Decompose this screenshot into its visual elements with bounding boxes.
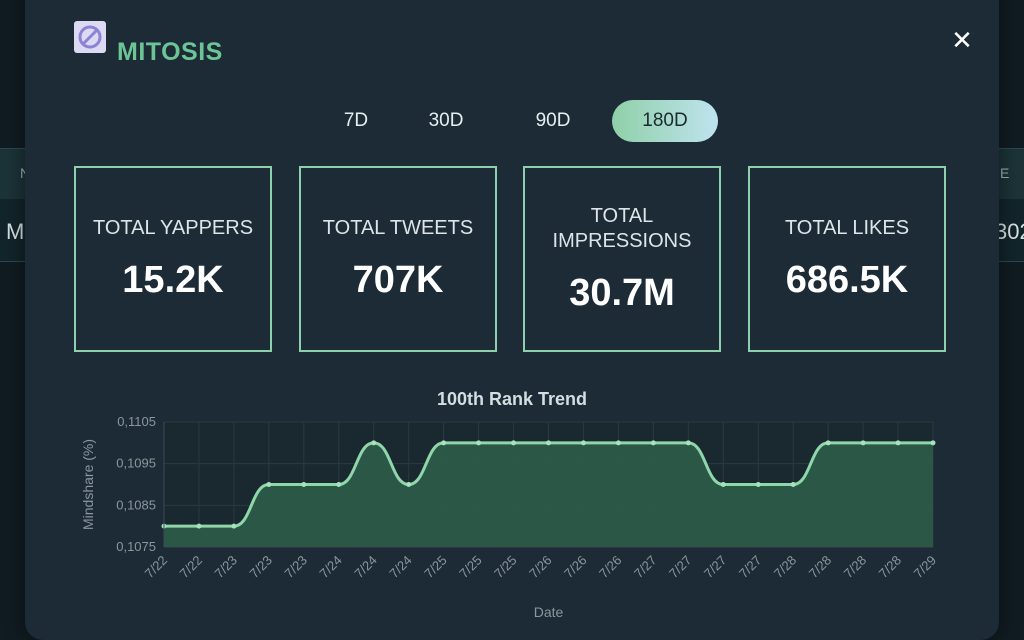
- data-point: [720, 482, 726, 487]
- data-point: [930, 440, 936, 446]
- data-point: [825, 440, 831, 446]
- data-point: [266, 482, 272, 487]
- data-point: [406, 482, 412, 487]
- data-point: [441, 440, 447, 446]
- x-tick-label: 7/27: [736, 553, 765, 582]
- y-axis-title: Mindshare (%): [80, 439, 96, 530]
- stat-value: 686.5K: [785, 259, 909, 301]
- x-tick-label: 7/28: [771, 553, 800, 582]
- data-point: [685, 440, 691, 446]
- stat-label: TOTAL YAPPERS: [92, 217, 254, 239]
- x-tick-label: 7/25: [456, 553, 485, 582]
- x-tick-label: 7/27: [631, 553, 660, 582]
- series-area: [164, 442, 933, 547]
- stat-label: TOTAL TWEETS: [322, 217, 474, 239]
- x-tick-label: 7/22: [177, 553, 206, 582]
- tab-180d[interactable]: 180D: [612, 100, 718, 142]
- x-tick-label: 7/23: [212, 553, 241, 582]
- stat-value: 15.2K: [122, 259, 224, 301]
- data-point: [615, 440, 621, 446]
- project-stats-modal: MITOSIS ✕ 7D 30D 90D 180D TOTAL YAPPERS …: [25, 0, 999, 640]
- x-tick-label: 7/24: [351, 553, 380, 582]
- x-tick-label: 7/24: [386, 553, 415, 582]
- data-point: [301, 482, 307, 487]
- project-title: MITOSIS: [117, 38, 223, 66]
- data-point: [336, 482, 342, 487]
- x-tick-label: 7/22: [142, 553, 171, 582]
- data-point: [895, 440, 901, 446]
- x-tick-label: 7/24: [316, 553, 345, 582]
- chart-title: 100th Rank Trend: [436, 389, 588, 409]
- background-row-left: M: [6, 219, 25, 244]
- tab-30d[interactable]: 30D: [428, 110, 464, 131]
- x-tick-label: 7/25: [421, 553, 450, 582]
- x-tick-label: 7/23: [281, 553, 310, 582]
- stat-value: 707K: [352, 259, 444, 301]
- x-tick-label: 7/28: [806, 553, 835, 582]
- x-tick-label: 7/26: [526, 553, 555, 582]
- stat-label: TOTAL IMPRESSIONS: [552, 204, 692, 252]
- data-point: [860, 440, 866, 446]
- stat-card-likes: TOTAL LIKES 686.5K: [748, 166, 946, 352]
- y-tick-label: 0,1105: [117, 414, 156, 429]
- data-point: [371, 440, 377, 446]
- y-tick-label: 0,1095: [116, 456, 156, 471]
- background-row-right: 302: [995, 219, 1024, 244]
- data-point: [755, 482, 761, 487]
- data-point: [790, 482, 796, 487]
- stat-label: TOTAL LIKES: [784, 217, 910, 239]
- data-point: [546, 440, 551, 446]
- mitosis-logo-icon: [74, 21, 106, 53]
- data-point: [580, 440, 586, 446]
- data-point: [476, 440, 482, 446]
- x-tick-label: 7/28: [876, 553, 905, 582]
- close-icon[interactable]: ✕: [951, 25, 973, 55]
- stat-card-impressions: TOTAL IMPRESSIONS 30.7M: [523, 166, 721, 352]
- x-tick-label: 7/28: [841, 553, 870, 582]
- x-tick-label: 7/27: [701, 553, 730, 582]
- x-tick-label: 7/26: [561, 553, 590, 582]
- x-tick-label: 7/27: [666, 553, 695, 582]
- background-header-right: E: [1000, 165, 1010, 181]
- data-point: [231, 523, 237, 529]
- data-point: [196, 523, 202, 529]
- data-point: [511, 440, 517, 446]
- x-tick-label: 7/25: [491, 553, 520, 582]
- tab-90d[interactable]: 90D: [535, 110, 571, 131]
- x-tick-label: 7/29: [911, 553, 940, 582]
- stat-card-tweets: TOTAL TWEETS 707K: [299, 166, 497, 352]
- y-tick-label: 0,1085: [116, 497, 156, 512]
- y-tick-label: 0,1075: [116, 539, 156, 554]
- x-tick-label: 7/23: [246, 553, 275, 582]
- data-point: [650, 440, 656, 446]
- stat-card-yappers: TOTAL YAPPERS 15.2K: [74, 166, 272, 352]
- tab-7d[interactable]: 7D: [343, 110, 369, 131]
- x-axis-title: Date: [534, 604, 564, 620]
- x-tick-label: 7/26: [596, 553, 625, 582]
- stat-value: 30.7M: [569, 271, 675, 314]
